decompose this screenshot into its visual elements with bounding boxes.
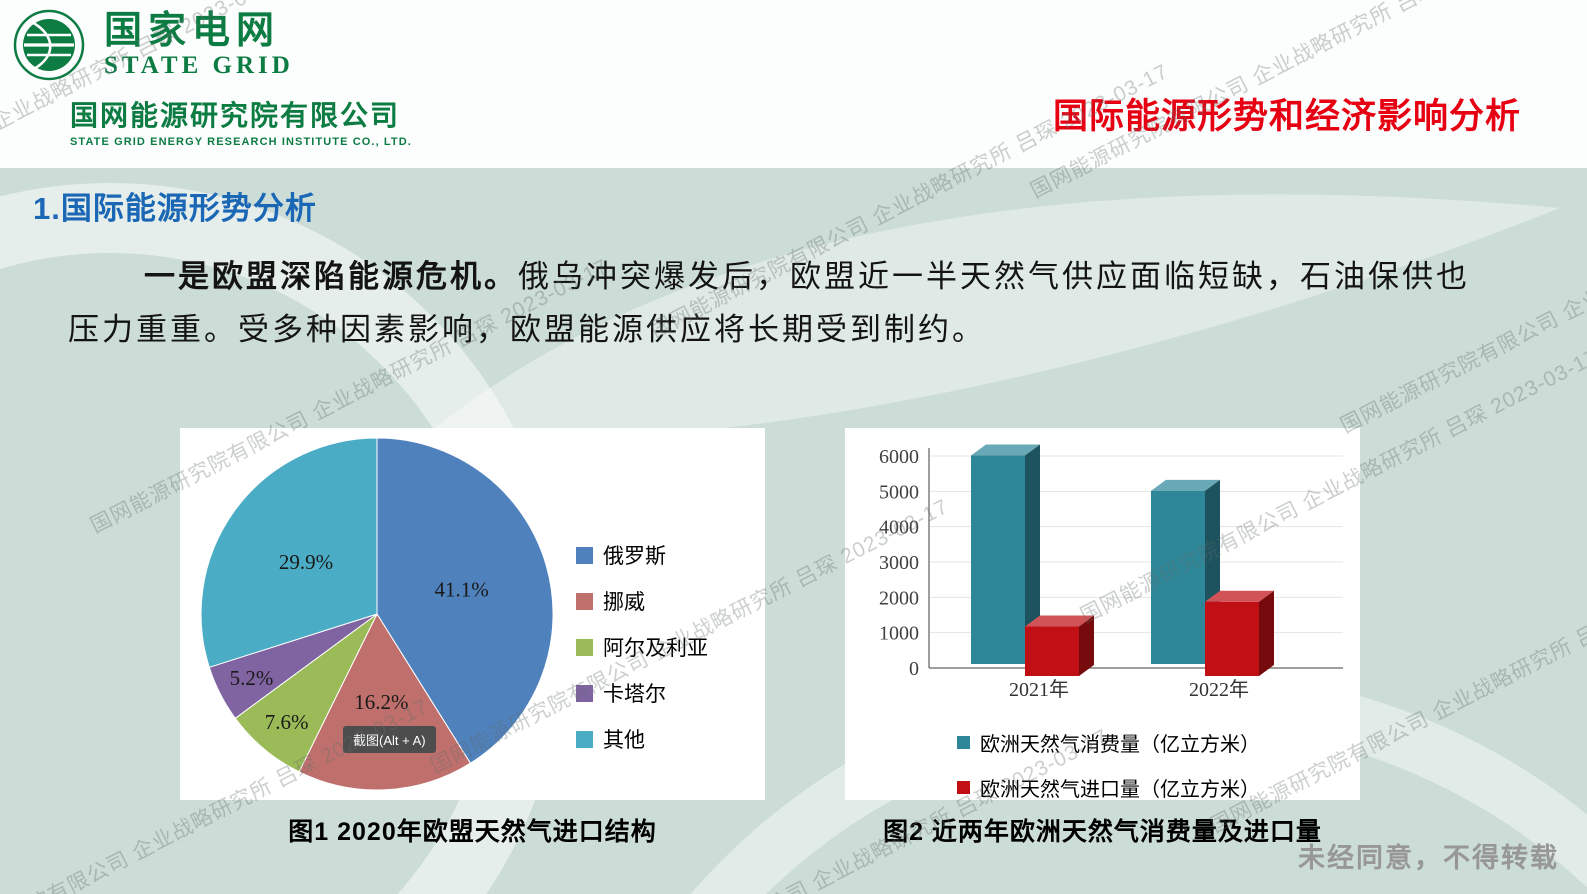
pie-legend: 俄罗斯 挪威 阿尔及利亚 卡塔尔 其他 bbox=[576, 540, 708, 754]
bar-chart: 0 1000 2000 3000 4000 5000 6000 2021年 2022年 bbox=[879, 444, 1343, 701]
legend-swatch-qatar bbox=[576, 684, 593, 702]
legend-label-qatar: 卡塔尔 bbox=[603, 682, 666, 706]
svg-text:7.6%: 7.6% bbox=[265, 710, 309, 734]
legend-label-norway: 挪威 bbox=[603, 590, 645, 614]
body-paragraph: 一是欧盟深陷能源危机。俄乌冲突爆发后，欧盟近一半天然气供应面临短缺，石油保供也压… bbox=[68, 250, 1480, 357]
header-bar: 国家电网 STATE GRID 国网能源研究院有限公司 STATE GRID E… bbox=[0, 0, 1587, 168]
legend-swatch-algeria bbox=[576, 638, 593, 656]
pie-legend-item: 俄罗斯 bbox=[576, 540, 708, 570]
svg-text:3000: 3000 bbox=[879, 552, 919, 574]
legend-swatch-import bbox=[957, 781, 970, 794]
legend-label-import: 欧洲天然气进口量（亿立方米） bbox=[980, 779, 1260, 801]
svg-text:5000: 5000 bbox=[879, 481, 919, 503]
pie-legend-item: 卡塔尔 bbox=[576, 678, 708, 708]
pie-legend-item: 阿尔及利亚 bbox=[576, 632, 708, 662]
bar-legend: 欧洲天然气消费量（亿立方米） 欧洲天然气进口量（亿立方米） bbox=[957, 728, 1260, 802]
screenshot-tooltip: 截图(Alt + A) bbox=[343, 726, 436, 753]
svg-text:2000: 2000 bbox=[879, 587, 919, 609]
legend-label-consumption: 欧洲天然气消费量（亿立方米） bbox=[980, 734, 1260, 756]
svg-text:2022年: 2022年 bbox=[1189, 678, 1249, 701]
figure2-caption: 图2 近两年欧洲天然气消费量及进口量 bbox=[883, 818, 1322, 846]
svg-text:6000: 6000 bbox=[879, 446, 919, 468]
pie-legend-item: 挪威 bbox=[576, 586, 708, 616]
state-grid-logo-icon bbox=[13, 9, 85, 81]
body-paragraph-lead: 一是欧盟深陷能源危机。 bbox=[144, 259, 518, 294]
svg-text:0: 0 bbox=[909, 658, 919, 680]
bar-chart-panel: 0 1000 2000 3000 4000 5000 6000 2021年 2022年 欧洲天然… bbox=[845, 428, 1360, 802]
legend-swatch-norway bbox=[576, 592, 593, 610]
institute-name-en: STATE GRID ENERGY RESEARCH INSTITUTE CO.… bbox=[70, 136, 412, 149]
pie-chart-panel: 41.1% 16.2% 7.6% 5.2% 29.9% 俄罗斯 挪威 阿尔及利亚 卡塔尔… bbox=[180, 428, 765, 800]
org-name-en: STATE GRID bbox=[104, 51, 294, 79]
institute-name-cn: 国网能源研究院有限公司 bbox=[70, 100, 401, 131]
brand-text: 国家电网 STATE GRID bbox=[104, 10, 294, 79]
legend-swatch-others bbox=[576, 730, 593, 748]
svg-text:16.2%: 16.2% bbox=[354, 690, 408, 714]
svg-text:2021年: 2021年 bbox=[1009, 678, 1069, 701]
bar-legend-item: 欧洲天然气进口量（亿立方米） bbox=[957, 773, 1260, 802]
bar-legend-item: 欧洲天然气消费量（亿立方米） bbox=[957, 728, 1260, 757]
svg-text:5.2%: 5.2% bbox=[230, 666, 274, 690]
org-name-cn: 国家电网 bbox=[104, 10, 281, 52]
svg-text:41.1%: 41.1% bbox=[434, 578, 488, 602]
legend-label-others: 其他 bbox=[603, 728, 645, 752]
slide-title: 国际能源形势和经济影响分析 bbox=[1052, 97, 1521, 136]
institute-block: 国网能源研究院有限公司 STATE GRID ENERGY RESEARCH I… bbox=[70, 100, 412, 148]
copyright-notice: 未经同意，不得转载 bbox=[1298, 843, 1559, 873]
svg-text:29.9%: 29.9% bbox=[279, 550, 333, 574]
svg-text:1000: 1000 bbox=[879, 623, 919, 645]
svg-text:4000: 4000 bbox=[879, 517, 919, 539]
legend-swatch-russia bbox=[576, 546, 593, 564]
section-heading: 1.国际能源形势分析 bbox=[33, 191, 317, 226]
legend-swatch-consumption bbox=[957, 736, 970, 749]
legend-label-algeria: 阿尔及利亚 bbox=[603, 636, 708, 660]
legend-label-russia: 俄罗斯 bbox=[603, 544, 666, 568]
figure1-caption: 图1 2020年欧盟天然气进口结构 bbox=[288, 818, 657, 846]
pie-legend-item: 其他 bbox=[576, 724, 708, 754]
